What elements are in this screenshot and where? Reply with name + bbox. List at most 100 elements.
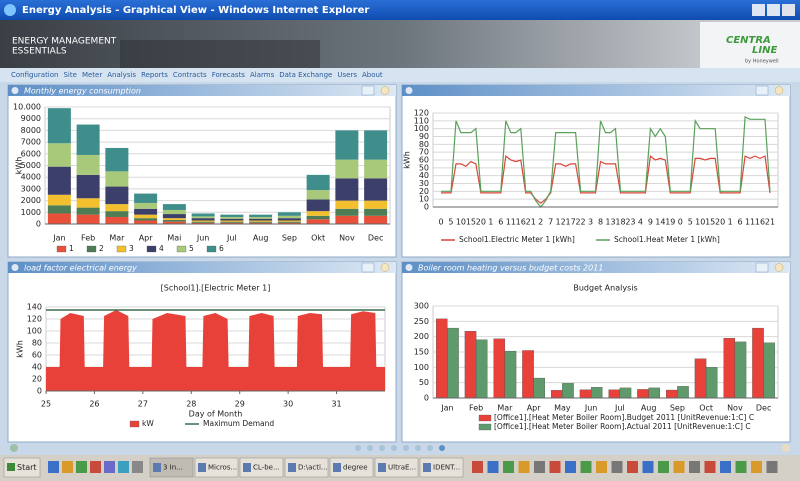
tray-icon[interactable]	[580, 461, 592, 473]
bar-segment	[249, 218, 273, 221]
bar	[666, 389, 678, 399]
start-button[interactable]	[3, 457, 41, 478]
legend-swatch	[478, 414, 492, 422]
panel-refresh[interactable]	[774, 86, 784, 95]
taskbar-button[interactable]	[419, 457, 464, 478]
y-axis-label: kWh	[15, 157, 24, 175]
menu-item[interactable]: Site	[63, 71, 76, 79]
nav-left[interactable]	[10, 444, 18, 452]
bar	[447, 327, 459, 399]
tray-icon[interactable]	[720, 461, 731, 473]
y-tick-label: 150	[414, 348, 429, 357]
page-dot[interactable]	[415, 445, 421, 451]
tray-icon[interactable]	[534, 461, 545, 473]
taskbar-button[interactable]	[194, 457, 239, 478]
tray-icon[interactable]	[627, 461, 638, 473]
x-tick-label: Apr	[139, 234, 154, 243]
quick-launch-icon[interactable]	[132, 461, 143, 473]
x-tick-label: 27	[138, 400, 148, 409]
menu-item[interactable]: About	[362, 71, 383, 79]
x-tick-label: Feb	[81, 234, 95, 243]
x-tick-label: 16	[755, 218, 765, 227]
bar-segment	[335, 208, 359, 216]
quick-launch-icon[interactable]	[62, 461, 73, 473]
page-dot[interactable]	[439, 445, 445, 451]
tray-icon[interactable]	[704, 461, 716, 473]
panel-expand[interactable]	[755, 85, 769, 96]
bar	[590, 387, 603, 399]
bar-segment	[191, 216, 215, 219]
page-dot[interactable]	[391, 445, 397, 451]
taskbar-button[interactable]	[374, 457, 419, 478]
tray-icon[interactable]	[487, 461, 499, 473]
page-dot[interactable]	[403, 445, 409, 451]
menu-item[interactable]: Users	[337, 71, 357, 79]
tray-icon[interactable]	[596, 461, 607, 473]
tray-icon[interactable]	[642, 461, 654, 473]
tray-icon[interactable]	[472, 461, 483, 473]
tray-icon[interactable]	[518, 461, 530, 473]
menu-item[interactable]: Configuration	[11, 71, 58, 79]
tray-icon[interactable]	[549, 461, 561, 473]
taskbar-button[interactable]	[284, 457, 329, 478]
x-tick-label: Dec	[368, 234, 383, 243]
tray-icon[interactable]	[503, 461, 514, 473]
menu-item[interactable]: Analysis	[107, 71, 136, 79]
tray-icon[interactable]	[766, 461, 778, 473]
quick-launch-icon[interactable]	[90, 461, 101, 473]
tray-icon[interactable]	[673, 461, 685, 473]
taskbar-button[interactable]	[329, 457, 374, 478]
close-button[interactable]	[782, 4, 795, 16]
panel-refresh[interactable]	[774, 263, 784, 272]
panel-header	[8, 262, 396, 273]
legend-swatch	[86, 245, 97, 253]
bar-segment	[249, 220, 273, 222]
bar-segment	[306, 190, 330, 200]
bar-segment	[76, 154, 100, 175]
tray-icon[interactable]	[658, 461, 669, 473]
menu-item[interactable]: Contracts	[173, 71, 207, 79]
panel-refresh[interactable]	[380, 86, 390, 95]
x-tick-label: 20	[476, 218, 486, 227]
panel-expand[interactable]	[361, 262, 375, 273]
bar	[533, 377, 545, 399]
panel-expand[interactable]	[361, 85, 375, 96]
menu-item[interactable]: Meter	[82, 71, 102, 79]
taskbar-button[interactable]	[239, 457, 284, 478]
minimize-button[interactable]	[752, 4, 765, 16]
tray-icon[interactable]	[751, 461, 762, 473]
y-tick-label: 40	[419, 171, 429, 180]
bar-segment	[162, 221, 186, 224]
page-dot[interactable]	[355, 445, 361, 451]
panel-expand[interactable]	[755, 262, 769, 273]
menu-item[interactable]: Reports	[141, 71, 168, 79]
bar-segment	[47, 143, 71, 167]
tray-icon[interactable]	[689, 461, 700, 473]
tray-icon[interactable]	[735, 461, 747, 473]
bar-segment	[335, 130, 359, 160]
quick-launch-icon[interactable]	[48, 461, 59, 473]
maximize-button[interactable]	[767, 4, 780, 16]
menu-item[interactable]: Alarms	[250, 71, 275, 79]
page-dot[interactable]	[427, 445, 433, 451]
bar-segment	[134, 193, 158, 203]
menu-item[interactable]: Forecasts	[212, 71, 246, 79]
page-dot[interactable]	[379, 445, 385, 451]
bar-segment	[162, 209, 186, 215]
quick-launch-icon[interactable]	[76, 461, 87, 473]
logo-sub: by Honeywell	[745, 59, 779, 65]
logo: CENTRA	[726, 35, 771, 46]
bar-segment	[277, 221, 301, 223]
tray-icon[interactable]	[611, 461, 623, 473]
taskbar-button[interactable]	[149, 457, 194, 478]
quick-launch-icon[interactable]	[118, 461, 129, 473]
bar-segment	[105, 216, 129, 224]
panel-refresh[interactable]	[380, 263, 390, 272]
nav-right[interactable]	[782, 444, 790, 452]
page-dot[interactable]	[367, 445, 373, 451]
menu-item[interactable]: Data Exchange	[279, 71, 332, 79]
tray-icon[interactable]	[565, 461, 576, 473]
quick-launch-icon[interactable]	[104, 461, 115, 473]
taskbar-label: Micros...	[208, 464, 237, 472]
bar-segment	[76, 174, 100, 199]
